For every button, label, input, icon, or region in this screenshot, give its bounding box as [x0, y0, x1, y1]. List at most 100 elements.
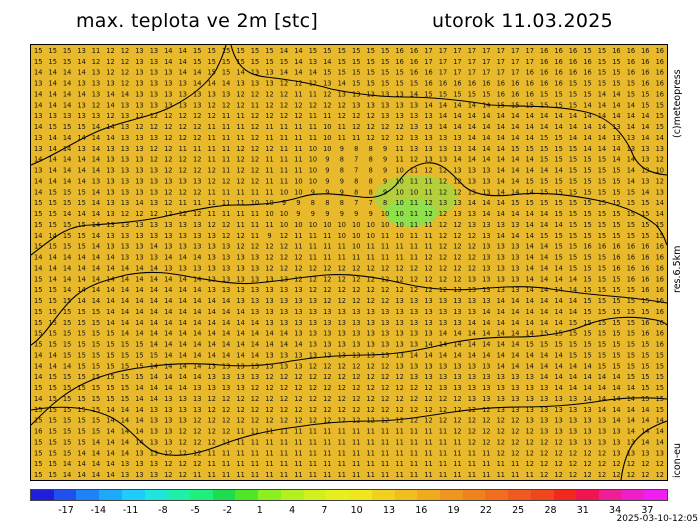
- grid-value: 11: [294, 449, 302, 457]
- grid-value: 15: [222, 58, 230, 66]
- grid-value: 13: [208, 384, 216, 392]
- grid-value: 15: [540, 90, 548, 98]
- grid-value: 12: [453, 417, 461, 425]
- grid-value: 13: [164, 80, 172, 88]
- grid-value: 14: [193, 308, 201, 316]
- grid-value: 14: [554, 319, 562, 327]
- grid-value: 11: [294, 145, 302, 153]
- grid-value: 12: [208, 417, 216, 425]
- grid-value: 10: [395, 199, 403, 207]
- grid-value: 12: [208, 221, 216, 229]
- grid-value: 14: [106, 428, 114, 436]
- grid-value: 12: [280, 90, 288, 98]
- grid-value: 16: [641, 69, 649, 77]
- grid-value: 15: [612, 232, 620, 240]
- grid-value: 15: [598, 80, 606, 88]
- color-scale-step: [31, 490, 54, 500]
- grid-value: 13: [208, 254, 216, 262]
- grid-value: 14: [179, 384, 187, 392]
- grid-value: 13: [540, 417, 548, 425]
- color-scale-step: [394, 490, 418, 500]
- grid-value: 12: [309, 264, 317, 272]
- grid-value: 14: [540, 297, 548, 305]
- grid-value: 13: [150, 417, 158, 425]
- grid-value: 13: [381, 308, 389, 316]
- grid-value: 12: [381, 264, 389, 272]
- grid-value: 13: [106, 145, 114, 153]
- grid-value: 14: [641, 188, 649, 196]
- grid-value: 12: [338, 264, 346, 272]
- grid-value: 12: [569, 471, 577, 479]
- grid-value: 14: [135, 417, 143, 425]
- grid-value: 8: [369, 156, 373, 164]
- grid-value: 11: [367, 471, 375, 479]
- grid-value: 12: [236, 90, 244, 98]
- grid-value: 14: [641, 417, 649, 425]
- grid-value: 16: [641, 275, 649, 283]
- grid-value: 14: [208, 351, 216, 359]
- grid-value: 13: [135, 243, 143, 251]
- grid-value: 12: [453, 254, 461, 262]
- grid-value: 14: [63, 69, 71, 77]
- grid-value: 13: [381, 112, 389, 120]
- grid-value: 12: [352, 112, 360, 120]
- grid-value: 13: [482, 373, 490, 381]
- grid-value: 13: [352, 101, 360, 109]
- grid-value: 13: [323, 80, 331, 88]
- grid-value: 11: [236, 112, 244, 120]
- grid-value: 14: [598, 373, 606, 381]
- grid-value: 13: [135, 101, 143, 109]
- grid-value: 14: [106, 471, 114, 479]
- grid-value: 11: [410, 471, 418, 479]
- grid-value: 12: [424, 264, 432, 272]
- grid-value: 13: [294, 286, 302, 294]
- grid-value: 14: [482, 330, 490, 338]
- grid-value: 12: [265, 373, 273, 381]
- grid-value: 11: [309, 460, 317, 468]
- grid-value: 11: [294, 90, 302, 98]
- grid-value: 13: [236, 275, 244, 283]
- grid-value: 12: [164, 156, 172, 164]
- grid-value: 14: [179, 351, 187, 359]
- grid-value: 13: [179, 243, 187, 251]
- grid-value: 11: [367, 460, 375, 468]
- grid-value: 15: [439, 90, 447, 98]
- grid-value: 11: [265, 438, 273, 446]
- grid-value: 15: [193, 58, 201, 66]
- grid-value: 11: [280, 167, 288, 175]
- grid-value: 14: [34, 188, 42, 196]
- grid-value: 14: [92, 275, 100, 283]
- value-grid: 15 15 15 13 11 12 12 13 13 14 14 15 15 15 15 15 15 14 14 15…: [34, 47, 664, 479]
- grid-value: 15: [63, 319, 71, 327]
- grid-value: 14: [106, 449, 114, 457]
- grid-value: 14: [135, 199, 143, 207]
- grid-value: 15: [569, 80, 577, 88]
- grid-value: 11: [424, 221, 432, 229]
- grid-value: 14: [92, 123, 100, 131]
- grid-value: 11: [338, 449, 346, 457]
- grid-value: 14: [63, 80, 71, 88]
- grid-value: 15: [554, 210, 562, 218]
- grid-value: 13: [598, 428, 606, 436]
- grid-value: 14: [193, 319, 201, 327]
- grid-value: 14: [294, 47, 302, 55]
- grid-value: 13: [193, 90, 201, 98]
- grid-value: 13: [453, 362, 461, 370]
- grid-value: 16: [656, 254, 664, 262]
- grid-value: 13: [121, 221, 129, 229]
- grid-value: 14: [598, 90, 606, 98]
- grid-value: 13: [121, 177, 129, 185]
- grid-value: 13: [121, 243, 129, 251]
- grid-value: 12: [164, 460, 172, 468]
- grid-value: 12: [453, 221, 461, 229]
- grid-value: 12: [164, 134, 172, 142]
- grid-value: 10: [294, 188, 302, 196]
- grid-value: 13: [482, 264, 490, 272]
- grid-value: 14: [92, 134, 100, 142]
- grid-value: 11: [222, 167, 230, 175]
- grid-value: 11: [338, 134, 346, 142]
- grid-value: 12: [482, 438, 490, 446]
- grid-value: 13: [135, 471, 143, 479]
- grid-value: 13: [150, 47, 158, 55]
- grid-value: 15: [34, 330, 42, 338]
